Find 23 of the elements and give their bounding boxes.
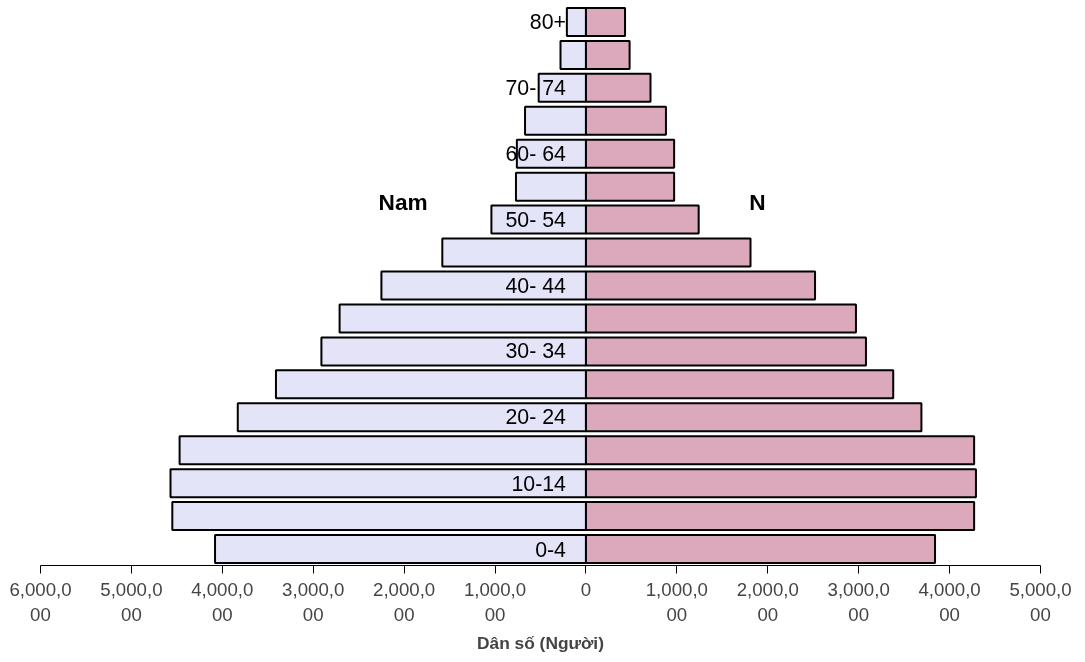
y-tick-label: 10-14 [511,471,567,496]
y-tick-label: 40- 44 [505,273,567,298]
x-tick-label: 4,000,000 [191,578,254,625]
x-tick-label: 2,000,000 [373,578,436,625]
x-tick-label: 1,000,000 [463,578,527,625]
x-tick-label: 3,000,000 [282,578,345,625]
x-axis-title: Dân số (Người) [477,632,604,653]
y-tick-label: 0-4 [535,537,567,562]
x-tick-label: 2,000,000 [736,578,799,625]
x-tick-label: 1,000,000 [645,578,708,625]
x-tick-label: 5,000,000 [100,578,163,625]
series-label: Nam [378,188,428,215]
x-tick-label: 6,000,000 [9,578,72,625]
y-tick-label: 80+ [529,10,566,35]
y-tick-label: 30- 34 [505,339,567,364]
x-tick-label: 5,000,000 [1009,578,1072,625]
x-tick-label: 4,000,000 [918,578,981,625]
y-tick-label: 20- 24 [505,405,567,430]
series-label: N [749,188,766,215]
x-tick-label: 3,000,000 [827,578,890,625]
y-tick-label: 50- 54 [505,207,567,232]
y-tick-label: 70- 74 [505,75,567,100]
x-tick-label: 0 [580,578,592,600]
